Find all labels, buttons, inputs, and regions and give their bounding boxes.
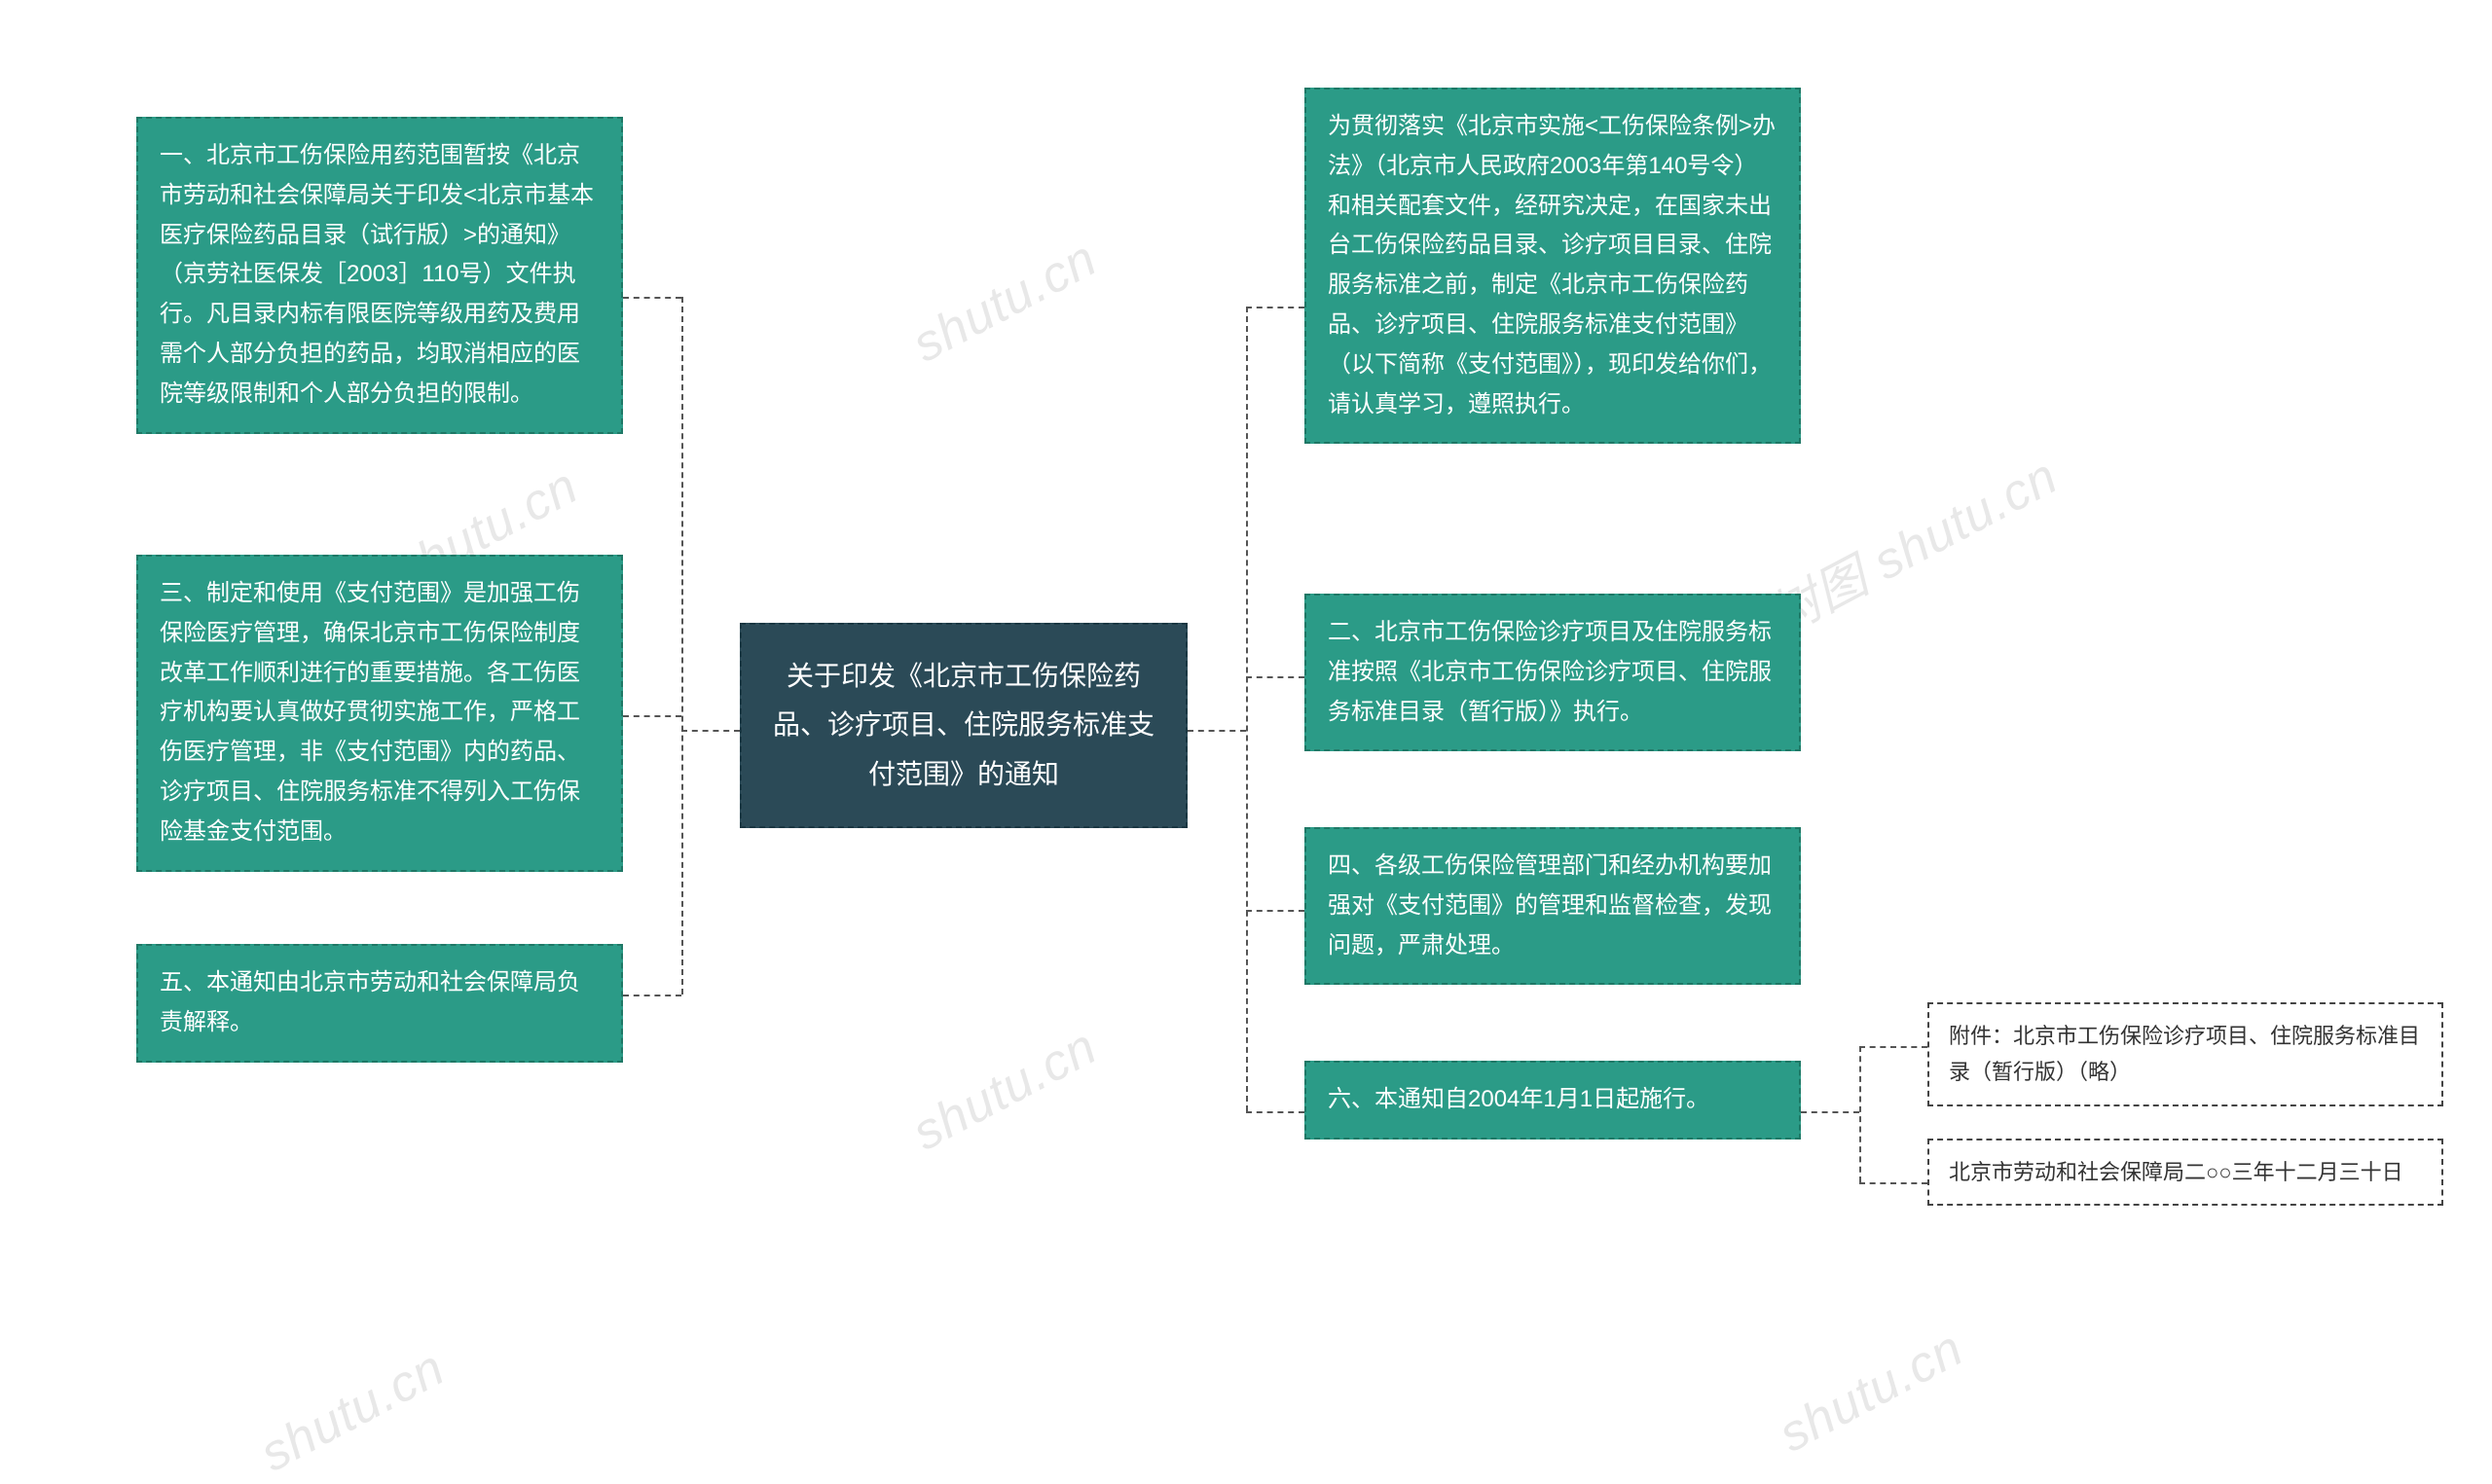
- connector: [1859, 1046, 1927, 1048]
- center-node: 关于印发《北京市工伤保险药品、诊疗项目、住院服务标准支付范围》的通知: [740, 623, 1188, 828]
- connector: [681, 297, 683, 995]
- watermark: shutu.cn: [251, 1338, 455, 1483]
- connector: [623, 995, 681, 996]
- watermark: shutu.cn: [903, 229, 1107, 374]
- connector: [623, 297, 681, 299]
- connector: [1246, 910, 1304, 912]
- watermark: shutu.cn: [1770, 1319, 1973, 1464]
- watermark: shutu.cn: [903, 1017, 1107, 1162]
- sub-node-attachment: 附件：北京市工伤保险诊疗项目、住院服务标准目录（暂行版）（略）: [1927, 1002, 2443, 1106]
- connector: [623, 715, 681, 717]
- right-node-4: 四、各级工伤保险管理部门和经办机构要加强对《支付范围》的管理和监督检查，发现问题…: [1304, 827, 1801, 985]
- connector: [1246, 307, 1248, 1111]
- connector: [1188, 730, 1246, 732]
- connector: [1859, 1182, 1927, 1184]
- connector: [1246, 676, 1304, 678]
- left-node-3: 三、制定和使用《支付范围》是加强工伤保险医疗管理，确保北京市工伤保险制度改革工作…: [136, 555, 623, 872]
- connector: [681, 730, 740, 732]
- right-node-intro: 为贯彻落实《北京市实施<工伤保险条例>办法》（北京市人民政府2003年第140号…: [1304, 88, 1801, 444]
- connector: [1246, 1111, 1304, 1113]
- right-node-2: 二、北京市工伤保险诊疗项目及住院服务标准按照《北京市工伤保险诊疗项目、住院服务标…: [1304, 594, 1801, 751]
- sub-node-signature: 北京市劳动和社会保障局二○○三年十二月三十日: [1927, 1139, 2443, 1206]
- right-node-6: 六、本通知自2004年1月1日起施行。: [1304, 1061, 1801, 1140]
- left-node-1: 一、北京市工伤保险用药范围暂按《北京市劳动和社会保障局关于印发<北京市基本医疗保…: [136, 117, 623, 434]
- connector: [1859, 1046, 1861, 1182]
- left-node-5: 五、本通知由北京市劳动和社会保障局负责解释。: [136, 944, 623, 1063]
- connector: [1246, 307, 1304, 308]
- connector: [1801, 1111, 1859, 1113]
